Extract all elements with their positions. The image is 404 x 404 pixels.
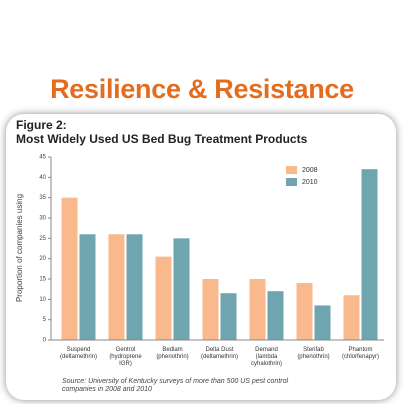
x-tick-label: Sterifab (phenothrin)	[297, 347, 330, 360]
figure-label: Figure 2:	[16, 118, 67, 132]
bar	[79, 234, 96, 340]
bar	[155, 256, 172, 340]
y-tick-label: 20	[39, 256, 46, 262]
bar	[108, 234, 125, 340]
y-axis-label: Proportion of companies using	[15, 194, 24, 302]
y-tick-label: 25	[39, 236, 46, 242]
x-tick-label: Bedlam (phenothrin)	[156, 347, 189, 360]
bar	[361, 169, 378, 340]
bar	[126, 234, 143, 340]
y-tick-label: 40	[39, 175, 46, 181]
x-tick-label: Demand (lambda cyhalothrin)	[250, 347, 282, 367]
y-tick-label: 0	[43, 338, 47, 344]
x-tick-label: Gentrol (hydroprene IGR)	[109, 347, 142, 367]
legend-swatch	[286, 166, 297, 174]
y-tick-label: 30	[39, 216, 46, 222]
bar	[343, 295, 360, 340]
bar	[220, 293, 237, 340]
source-note: Source: University of Kentucky surveys o…	[62, 378, 289, 393]
bar	[314, 305, 331, 340]
bar	[202, 279, 219, 340]
y-tick-label: 5	[43, 317, 47, 323]
legend-swatch	[286, 178, 297, 186]
y-tick-label: 10	[39, 297, 46, 303]
bar	[249, 279, 266, 340]
y-tick-label: 35	[39, 195, 46, 201]
x-tick-label: Suspend (deltamethrin)	[59, 347, 97, 360]
x-tick-label: Phantom (chlorfenapyr)	[341, 347, 379, 360]
legend-label: 2010	[302, 179, 318, 186]
legend-label: 2008	[302, 167, 318, 174]
y-tick-label: 45	[39, 155, 46, 161]
x-tick-label: Delta Dust (deltamethrin)	[200, 347, 238, 360]
y-tick-label: 15	[39, 277, 46, 283]
bar	[61, 197, 78, 340]
bar	[267, 291, 284, 340]
bar	[296, 283, 313, 340]
bar	[173, 238, 190, 340]
chart-title: Most Widely Used US Bed Bug Treatment Pr…	[16, 132, 308, 146]
slide-title: Resilience & Resistance	[50, 74, 354, 104]
